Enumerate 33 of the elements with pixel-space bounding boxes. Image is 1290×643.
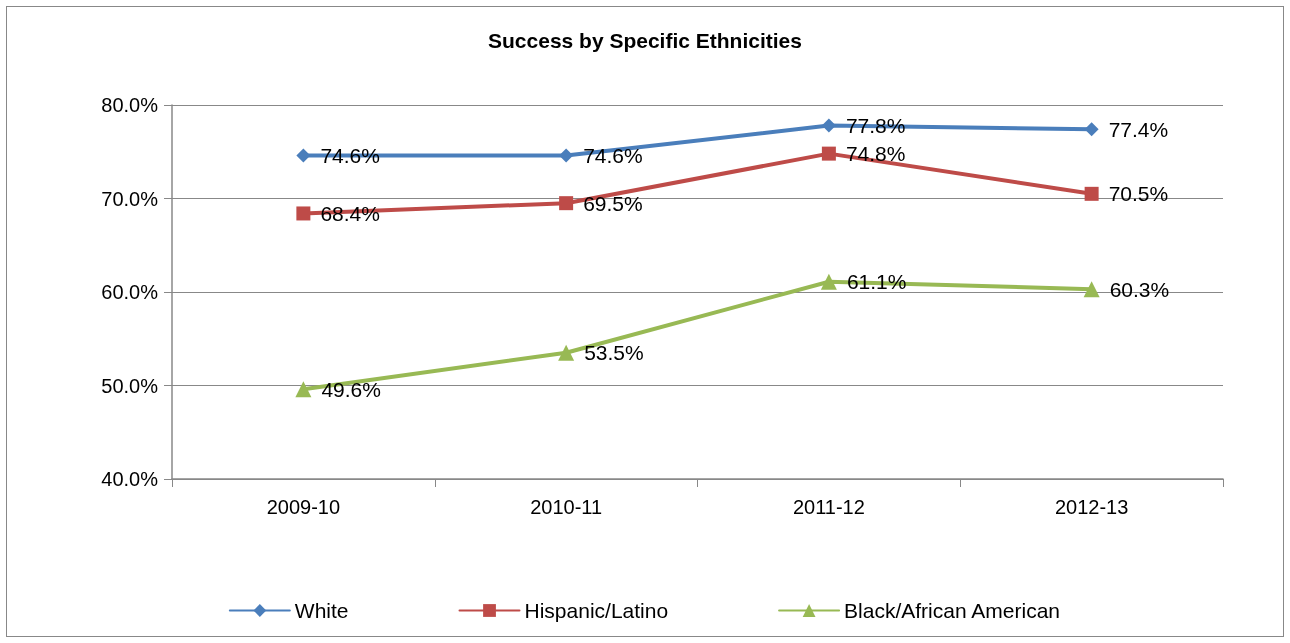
y-tick-label: 50.0% [101,374,159,397]
point [1084,122,1099,137]
x-tick-label: 2012-13 [1054,496,1129,518]
data-label: 77.4% [1108,117,1169,141]
data-label: 70.5% [1108,182,1169,206]
x-tick-label: 2009-10 [266,496,341,518]
point [1084,186,1099,201]
point [821,118,836,133]
x-tick-label: 2011-12 [792,496,865,518]
data-label: 69.5% [583,191,643,215]
chart-title: Success by Specific Ethnicities [488,29,802,52]
data-label: 49.6% [321,377,381,401]
legend-label: Black/African American [844,599,1061,622]
point [821,146,836,161]
y-tick-label: 40.0% [101,468,159,490]
point [559,148,574,163]
point [1083,281,1100,298]
x-tick-label: 2010-11 [530,496,603,518]
y-tick-label: 70.0% [101,187,159,210]
y-tick-label: 60.0% [101,281,159,303]
data-label: 74.6% [583,143,643,167]
point [296,148,311,163]
point [820,273,837,290]
point [295,381,312,398]
point [559,196,574,211]
legend-label: Hispanic/Latino [524,599,669,622]
legend-label: White [294,599,349,622]
data-label: 60.3% [1109,277,1170,301]
y-tick-label: 80.0% [101,94,159,116]
data-label: 74.8% [845,142,906,166]
point [296,206,311,221]
point [558,344,575,361]
data-label: 53.5% [584,341,644,365]
